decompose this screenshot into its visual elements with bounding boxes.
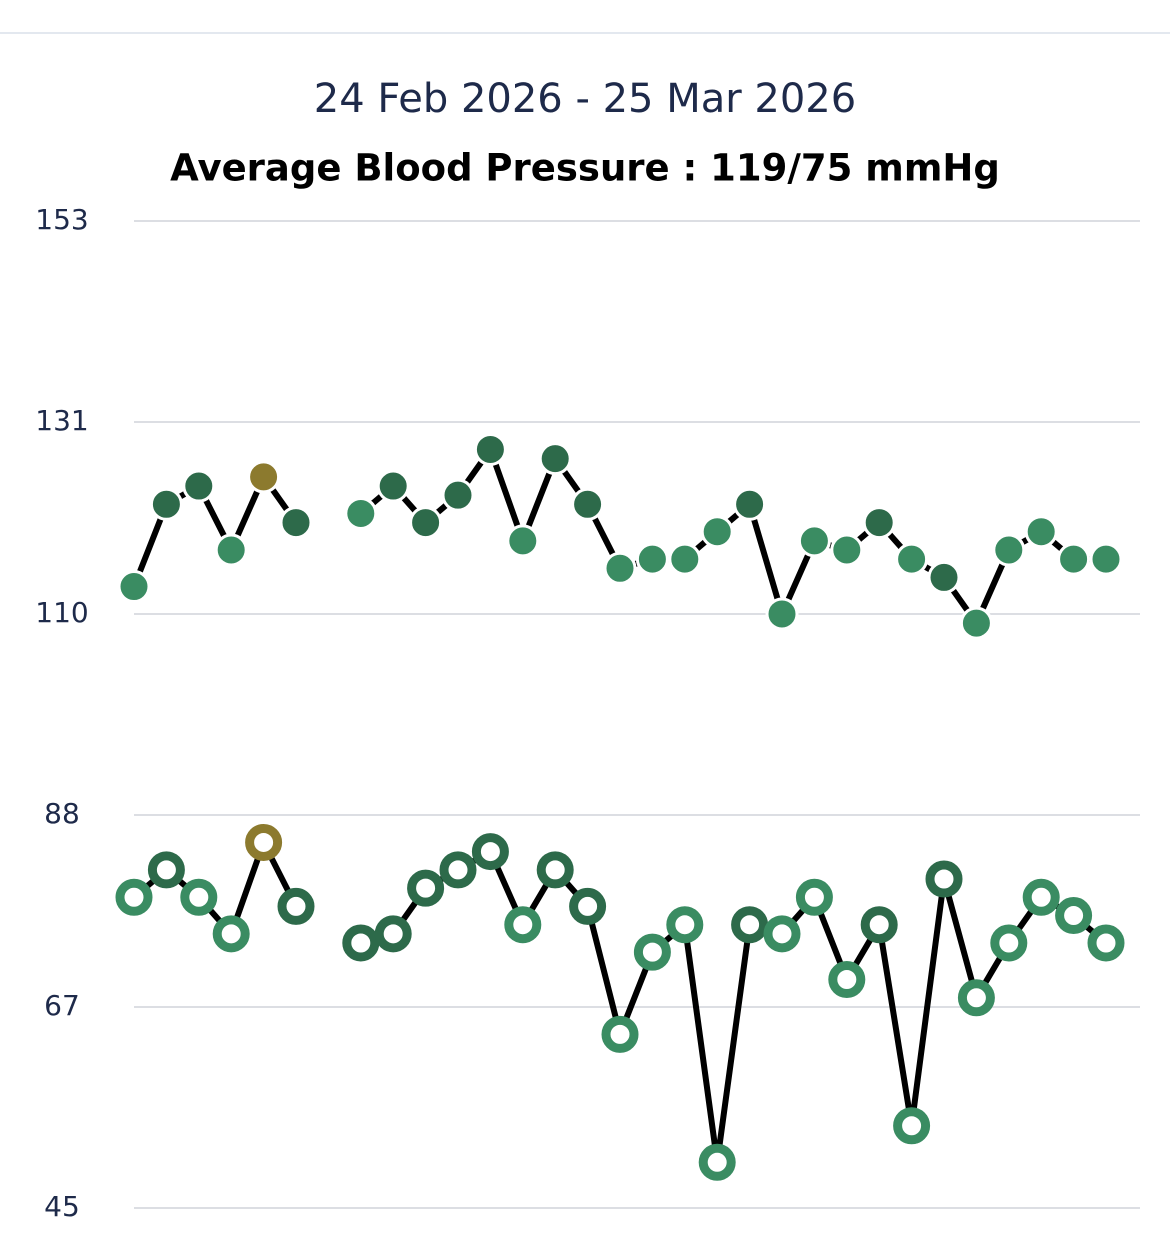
- point: [992, 533, 1026, 567]
- point: [409, 506, 443, 540]
- point: [538, 442, 572, 476]
- point: [862, 506, 896, 540]
- point: [569, 887, 607, 925]
- point: [795, 878, 833, 916]
- point: [603, 551, 637, 585]
- point: [1087, 924, 1125, 962]
- point: [247, 460, 281, 494]
- y-tick-label: 88: [44, 797, 80, 830]
- y-tick-label: 110: [35, 596, 88, 629]
- chart-title: 24 Feb 2026 - 25 Mar 2026: [314, 76, 856, 122]
- point: [666, 906, 704, 944]
- point: [214, 533, 248, 567]
- point: [828, 961, 866, 999]
- point: [635, 542, 669, 576]
- point: [927, 560, 961, 594]
- point: [504, 906, 542, 944]
- point: [506, 524, 540, 558]
- point: [1089, 542, 1123, 576]
- point: [1057, 542, 1091, 576]
- point: [1022, 878, 1060, 916]
- point: [471, 833, 509, 871]
- point: [180, 878, 218, 916]
- point: [344, 496, 378, 530]
- point: [212, 915, 250, 953]
- point: [731, 906, 769, 944]
- point: [149, 487, 183, 521]
- point: [182, 469, 216, 503]
- point: [376, 469, 410, 503]
- point: [925, 860, 963, 898]
- y-tick-label: 153: [35, 203, 88, 236]
- y-tick-label: 45: [44, 1190, 80, 1223]
- point: [473, 432, 507, 466]
- y-tick-label: 67: [44, 989, 80, 1022]
- point: [733, 487, 767, 521]
- point: [115, 878, 153, 916]
- point: [763, 915, 801, 953]
- point: [245, 823, 283, 861]
- point: [279, 506, 313, 540]
- point: [860, 906, 898, 944]
- point: [536, 851, 574, 889]
- point: [441, 478, 475, 512]
- point: [117, 570, 151, 604]
- chart-subtitle: Average Blood Pressure : 119/75 mmHg: [170, 147, 1000, 190]
- point: [668, 542, 702, 576]
- point: [698, 1143, 736, 1181]
- point: [765, 597, 799, 631]
- point: [1055, 897, 1093, 935]
- point: [957, 979, 995, 1017]
- point: [571, 487, 605, 521]
- point: [959, 606, 993, 640]
- point: [893, 1107, 931, 1145]
- point: [342, 924, 380, 962]
- point: [895, 542, 929, 576]
- y-tick-label: 131: [35, 404, 88, 437]
- point: [374, 915, 412, 953]
- point: [1024, 515, 1058, 549]
- point: [147, 851, 185, 889]
- point: [700, 515, 734, 549]
- point: [439, 851, 477, 889]
- point: [990, 924, 1028, 962]
- point: [797, 524, 831, 558]
- point: [601, 1015, 639, 1053]
- point: [830, 533, 864, 567]
- point: [277, 887, 315, 925]
- point: [633, 933, 671, 971]
- point: [407, 869, 445, 907]
